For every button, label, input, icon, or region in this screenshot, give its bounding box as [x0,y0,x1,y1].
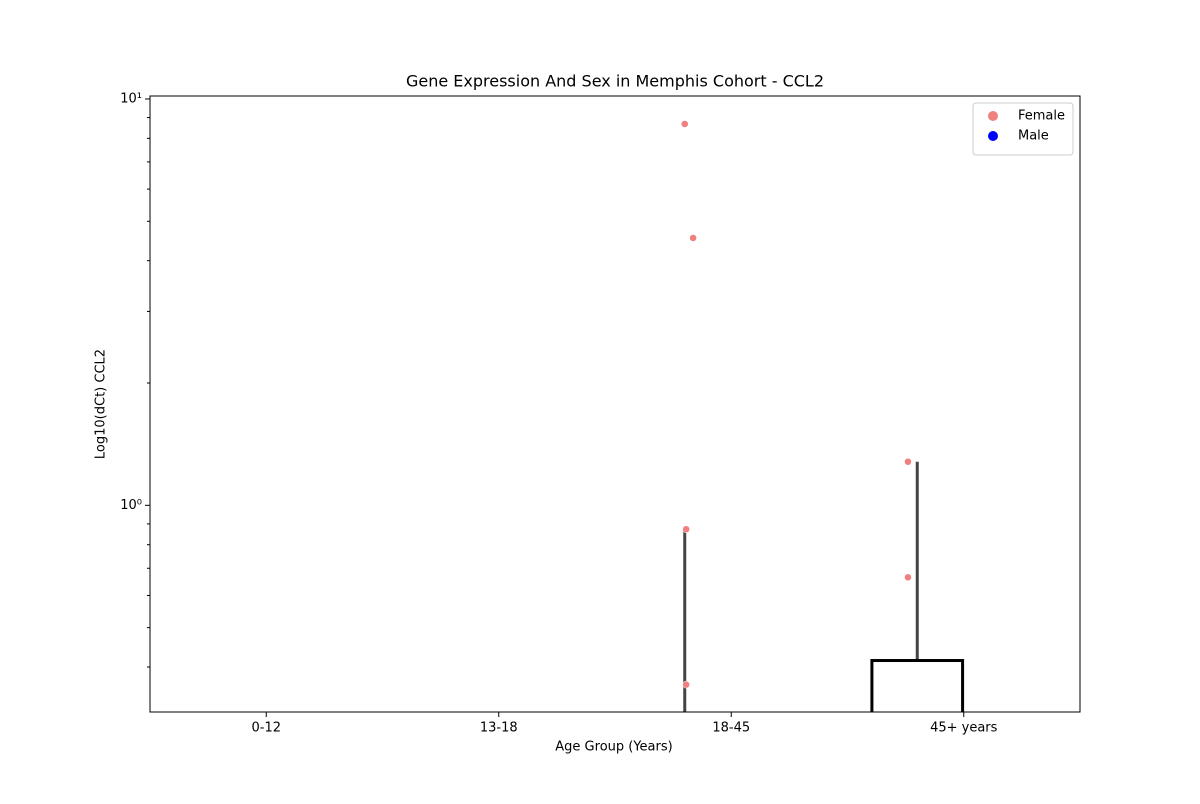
data-point [689,234,697,242]
chart-title: Gene Expression And Sex in Memphis Cohor… [406,72,824,91]
legend-marker [988,131,998,141]
data-point [682,680,690,689]
y-tick-label: 10¹ [120,91,142,106]
data-point [682,525,690,534]
data-point [904,458,912,466]
legend-label: Male [1018,129,1049,144]
legend-label: Female [1018,109,1065,124]
box [870,659,965,712]
x-tick-label: 0-12 [251,721,281,736]
y-tick-label: 10⁰ [120,498,142,513]
plot-area [681,120,965,712]
data-point [904,573,912,582]
y-axis-label: Log10(dCt) CCL2 [94,349,109,459]
x-axis-label: Age Group (Years) [555,740,672,755]
axes-frame [149,95,1081,713]
x-tick-label: 13-18 [480,721,518,736]
x-tick-label: 45+ years [930,721,998,736]
legend-marker [988,111,998,121]
data-point [681,120,689,128]
x-tick-label: 18-45 [712,721,750,736]
legend: Female Male [972,102,1074,156]
